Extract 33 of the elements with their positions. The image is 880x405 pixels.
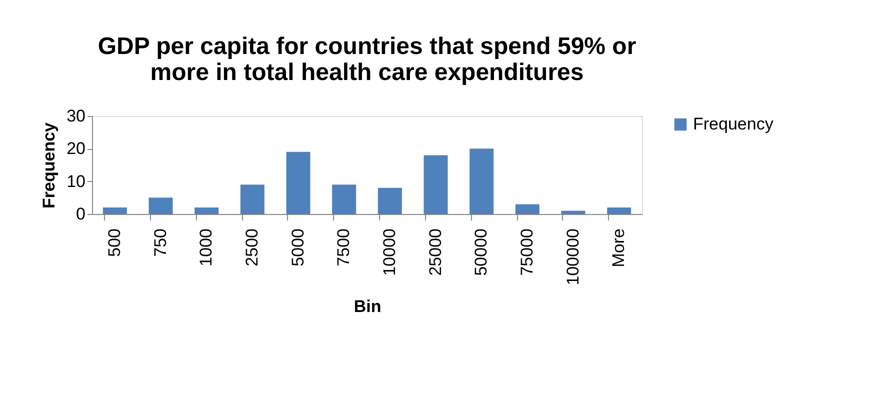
- x-tick-label: 7500: [334, 228, 354, 266]
- bar: [148, 198, 173, 214]
- x-tick-label: 1000: [196, 228, 216, 266]
- x-tick-label: More: [609, 228, 628, 268]
- y-tick-label: 0: [76, 204, 86, 224]
- x-tick-label: 50000: [472, 228, 491, 276]
- bar: [424, 155, 448, 214]
- x-tick-label: 500: [104, 228, 124, 257]
- legend-label: Frequency: [693, 114, 774, 134]
- bar: [607, 207, 632, 214]
- x-axis-title: Bin: [354, 297, 382, 316]
- x-tick-label: 75000: [517, 228, 536, 276]
- x-tick-label: 25000: [426, 228, 445, 276]
- bar: [378, 188, 402, 214]
- y-tick-label: 10: [66, 172, 86, 191]
- text: more in total health care expenditures: [150, 59, 584, 86]
- bar: [240, 184, 264, 214]
- y-tick-label: 20: [66, 139, 86, 158]
- x-tick-label: 2500: [242, 228, 262, 266]
- bar: [561, 210, 586, 214]
- x-tick-label: 5000: [288, 228, 308, 266]
- bar: [515, 204, 540, 214]
- x-tick-label: 750: [150, 228, 170, 257]
- bar: [102, 207, 127, 214]
- x-tick-label: 100000: [563, 228, 582, 286]
- text: GDP per capita for countries that spend 59% or: [98, 33, 636, 60]
- y-tick-label: 30: [66, 106, 86, 126]
- bar: [194, 207, 219, 214]
- y-axis-title: Frequency: [40, 122, 59, 208]
- bar: [286, 152, 310, 214]
- bar: [470, 148, 494, 214]
- x-tick-label: 10000: [380, 228, 399, 276]
- bar: [332, 184, 356, 214]
